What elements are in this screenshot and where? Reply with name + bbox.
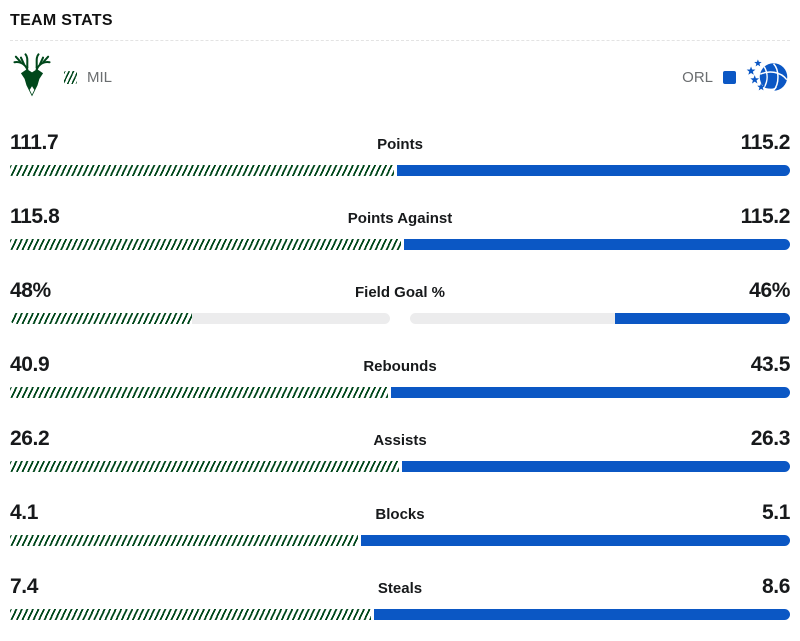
stat-right-value: 8.6	[762, 575, 791, 598]
stat-left-value: 4.1	[10, 501, 38, 524]
stat-label: Blocks	[375, 506, 425, 523]
orl-bar	[390, 387, 790, 398]
mil-legend-swatch	[64, 70, 77, 84]
stat-label: Field Goal %	[355, 284, 446, 301]
orl-abbr: ORL	[682, 68, 713, 86]
stat-left-value: 115.8	[10, 205, 60, 228]
stat-left-value: 48%	[10, 279, 51, 302]
bucks-logo-icon	[13, 53, 51, 97]
orl-bar	[404, 239, 790, 250]
stat-row: 4.1 Blocks 5.1	[10, 489, 790, 563]
stat-right-value: 115.2	[740, 205, 791, 228]
mil-bar	[10, 239, 401, 250]
mil-bar-fill	[10, 313, 193, 324]
orl-bar-fill	[615, 313, 790, 324]
stat-row: 7.4 Steals 8.6	[10, 563, 790, 637]
stat-row: 26.2 Assists 26.3	[10, 415, 790, 489]
stat-row: 48% Field Goal % 46%	[10, 267, 790, 341]
stat-right-value: 46%	[749, 279, 791, 302]
stat-right-value: 26.3	[750, 427, 791, 450]
mil-bar	[10, 535, 358, 546]
orl-bar	[360, 535, 790, 546]
stat-label: Assists	[373, 432, 427, 449]
orl-bar	[396, 165, 790, 176]
stat-bar	[10, 165, 790, 176]
stat-values-line: 115.8 Points Against 115.2	[10, 205, 790, 232]
stat-values-line: 7.4 Steals 8.6	[10, 575, 790, 602]
team-left: MIL	[10, 53, 112, 101]
stat-bar	[10, 313, 790, 324]
stat-row: 40.9 Rebounds 43.5	[10, 341, 790, 415]
stat-label: Rebounds	[363, 358, 437, 375]
stat-bar	[10, 609, 790, 620]
stat-row: 111.7 Points 115.2	[10, 119, 790, 193]
stat-bar	[10, 461, 790, 472]
stat-track-left	[10, 313, 390, 324]
stat-left-value: 40.9	[10, 353, 50, 376]
stat-right-value: 43.5	[750, 353, 791, 376]
stat-label: Points	[377, 136, 423, 153]
stat-row: 115.8 Points Against 115.2	[10, 193, 790, 267]
panel-header: TEAM STATS	[10, 0, 790, 40]
orl-bar	[373, 609, 790, 620]
stat-values-line: 111.7 Points 115.2	[10, 131, 790, 158]
stat-track-right	[410, 313, 790, 324]
stat-values-line: 48% Field Goal % 46%	[10, 279, 790, 306]
stat-label: Steals	[377, 580, 423, 597]
mil-abbr: MIL	[87, 68, 113, 86]
stat-left-value: 111.7	[10, 131, 59, 154]
stats-list: 111.7 Points 115.2 115.8 Points Against …	[10, 119, 790, 637]
stat-right-value: 115.2	[740, 131, 791, 154]
stat-values-line: 40.9 Rebounds 43.5	[10, 353, 790, 380]
orl-bar	[402, 461, 790, 472]
panel-title: TEAM STATS	[10, 12, 113, 29]
mil-bar	[10, 609, 371, 620]
stat-right-value: 5.1	[762, 501, 791, 524]
stat-bar	[10, 535, 790, 546]
header-divider	[10, 40, 790, 41]
stat-values-line: 4.1 Blocks 5.1	[10, 501, 790, 528]
stat-values-line: 26.2 Assists 26.3	[10, 427, 790, 454]
mil-bar	[10, 461, 400, 472]
stat-bar	[10, 239, 790, 250]
stat-left-value: 26.2	[10, 427, 50, 450]
magic-logo-icon	[746, 59, 788, 92]
team-legend-row: MIL ORL	[10, 45, 790, 109]
stat-bar	[10, 387, 790, 398]
stat-label: Points Against	[347, 210, 453, 227]
team-right: ORL	[682, 53, 790, 101]
mil-bar	[10, 387, 388, 398]
orl-legend-swatch	[723, 70, 736, 84]
mil-bar	[10, 165, 394, 176]
stat-left-value: 7.4	[10, 575, 38, 598]
